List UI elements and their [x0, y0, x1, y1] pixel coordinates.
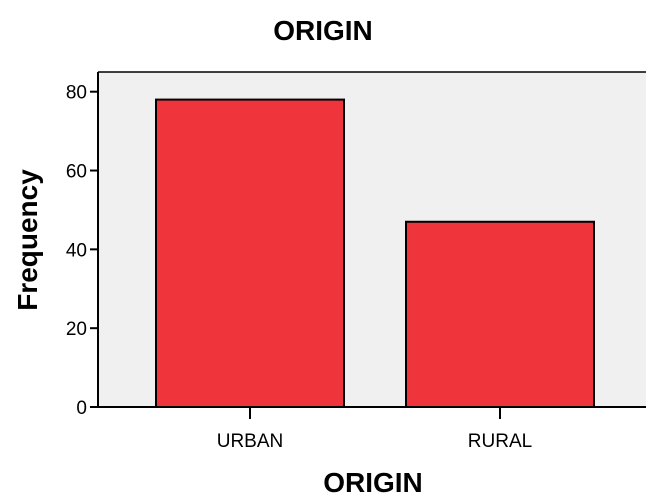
- y-tick-label: 40: [66, 240, 87, 261]
- y-tick-label: 20: [66, 319, 87, 340]
- y-ticks: 0 20 40 60 80: [66, 83, 98, 419]
- x-tick-label-rural: RURAL: [468, 431, 532, 452]
- y-tick-label: 0: [76, 398, 87, 419]
- y-tick-label: 80: [66, 83, 87, 104]
- y-tick-label: 60: [66, 162, 87, 183]
- y-axis-label: Frequency: [12, 169, 43, 311]
- bars-layer: [155, 98, 595, 409]
- axes-layer: [97, 71, 646, 408]
- bar-urban: [155, 98, 345, 409]
- bar-rural: [405, 220, 595, 408]
- x-tick-label-urban: URBAN: [217, 431, 284, 452]
- x-axis-label: ORIGIN: [323, 467, 423, 498]
- chart-title: ORIGIN: [273, 15, 373, 46]
- x-ticks: URBAN RURAL: [217, 407, 532, 452]
